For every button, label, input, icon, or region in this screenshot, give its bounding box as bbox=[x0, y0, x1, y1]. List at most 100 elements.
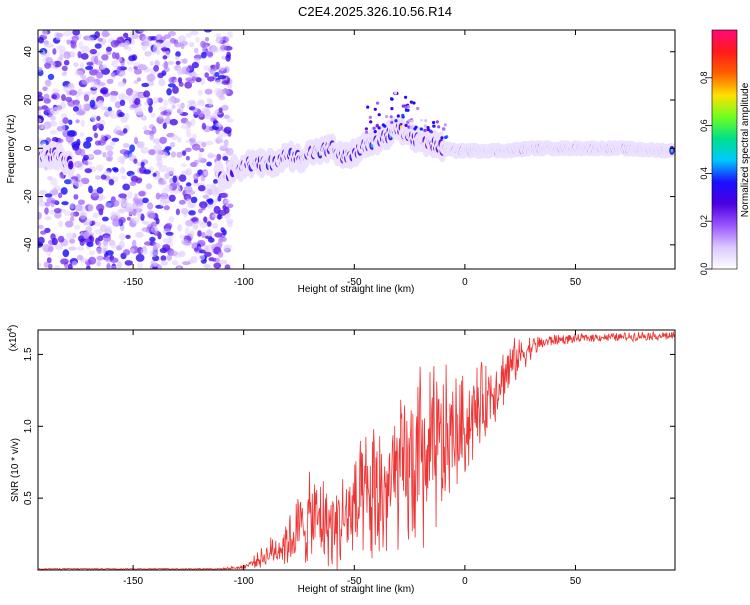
y-tick-label: 40 bbox=[23, 46, 34, 58]
ridge-scatter bbox=[423, 124, 427, 128]
noise-blob bbox=[68, 119, 73, 125]
noise-blob bbox=[122, 128, 128, 134]
noise-blob bbox=[181, 239, 189, 245]
noise-blob bbox=[167, 97, 176, 103]
noise-blob bbox=[38, 224, 44, 230]
noise-blob bbox=[219, 66, 225, 71]
noise-blob bbox=[110, 199, 120, 207]
noise-blob bbox=[78, 199, 85, 205]
noise-blob bbox=[200, 51, 207, 59]
noise-blob bbox=[49, 209, 55, 215]
noise-blob bbox=[203, 65, 211, 71]
x-tick-label: 50 bbox=[570, 277, 582, 288]
noise-blob bbox=[159, 136, 168, 144]
noise-blob bbox=[77, 51, 82, 59]
noise-blob bbox=[38, 91, 43, 97]
noise-blob bbox=[106, 263, 111, 269]
noise-blob bbox=[194, 47, 199, 54]
ridge-scatter bbox=[429, 130, 433, 134]
noise-blob bbox=[123, 154, 129, 160]
noise-blob bbox=[166, 254, 172, 262]
noise-blob bbox=[187, 99, 196, 105]
noise-blob bbox=[221, 80, 230, 85]
noise-blob bbox=[165, 222, 173, 229]
noise-blob bbox=[134, 136, 138, 145]
noise-blob bbox=[152, 45, 160, 54]
noise-blob bbox=[140, 161, 145, 168]
noise-blob bbox=[94, 60, 103, 66]
ridge-scatter bbox=[401, 113, 405, 117]
noise-blob bbox=[214, 87, 223, 96]
noise-blob bbox=[148, 81, 155, 86]
noise-blob bbox=[59, 173, 65, 179]
y-tick-label: 1.5 bbox=[23, 347, 34, 361]
snr-multiplier-exp: 4 bbox=[7, 328, 14, 332]
noise-blob bbox=[99, 224, 108, 232]
noise-blob bbox=[101, 54, 109, 61]
noise-blob bbox=[198, 185, 206, 192]
noise-blob bbox=[111, 60, 119, 68]
noise-blob bbox=[140, 248, 148, 255]
noise-blob bbox=[88, 256, 97, 265]
noise-blob bbox=[110, 40, 120, 48]
ridge-scatter bbox=[373, 107, 377, 111]
noise-blob bbox=[97, 241, 102, 247]
noise-blob bbox=[103, 170, 111, 176]
noise-blob bbox=[134, 193, 139, 201]
spectrogram-frame bbox=[37, 29, 676, 270]
noise-blob bbox=[226, 147, 234, 156]
y-tick-label: -40 bbox=[23, 237, 34, 252]
ridge-mark bbox=[69, 162, 72, 168]
noise-blob bbox=[51, 94, 57, 100]
noise-blob bbox=[149, 249, 158, 258]
noise-blob bbox=[215, 122, 223, 128]
snr-y-label: SNR (10 * v/v) bbox=[10, 438, 21, 502]
noise-blob bbox=[118, 208, 124, 214]
noise-blob bbox=[171, 104, 176, 109]
noise-blob bbox=[171, 151, 176, 158]
noise-blob bbox=[38, 211, 42, 220]
noise-blob bbox=[203, 30, 212, 33]
noise-blob bbox=[43, 93, 50, 101]
noise-blob bbox=[131, 90, 140, 99]
noise-blob bbox=[95, 175, 102, 180]
noise-blob bbox=[220, 44, 227, 51]
noise-blob bbox=[69, 202, 75, 210]
colorbar-label: Normalized spectral amplitude bbox=[740, 82, 750, 217]
noise-blob bbox=[129, 144, 136, 153]
noise-blob bbox=[163, 117, 172, 125]
y-tick-label: 0 bbox=[23, 145, 34, 151]
noise-blob bbox=[77, 88, 83, 96]
noise-blob bbox=[47, 73, 55, 80]
noise-blob bbox=[205, 187, 209, 196]
noise-blob bbox=[76, 246, 85, 251]
noise-blob bbox=[207, 204, 214, 209]
noise-blob bbox=[133, 68, 142, 75]
ridge-scatter bbox=[437, 125, 441, 129]
noise-blob bbox=[118, 240, 125, 249]
noise-blob bbox=[158, 114, 164, 119]
noise-blob bbox=[219, 259, 228, 265]
noise-blob bbox=[168, 234, 174, 242]
noise-blob bbox=[118, 93, 126, 101]
noise-blob bbox=[142, 220, 148, 225]
snr-y-ticks: 0.5 1.0 1.5 bbox=[23, 347, 675, 505]
noise-blob bbox=[187, 121, 192, 128]
ridge-scatter bbox=[416, 106, 420, 111]
noise-blob bbox=[56, 45, 66, 52]
noise-blob bbox=[226, 118, 234, 123]
noise-blob bbox=[65, 96, 73, 103]
snr-multiplier-base: (x10 bbox=[8, 331, 19, 351]
noise-blob bbox=[206, 161, 212, 167]
noise-blob bbox=[141, 227, 150, 233]
noise-blob bbox=[109, 114, 118, 119]
spectrogram-panel: -150 -100 -50 0 50 -40 -20 0 20 40 Height of str… bbox=[6, 29, 676, 295]
noise-blob bbox=[116, 65, 121, 74]
noise-blob bbox=[190, 196, 198, 203]
noise-blob bbox=[58, 235, 65, 243]
noise-blob bbox=[121, 175, 127, 180]
noise-blob bbox=[188, 210, 196, 216]
noise-blob bbox=[204, 251, 212, 257]
noise-blob bbox=[150, 225, 158, 233]
noise-blob bbox=[166, 108, 173, 113]
